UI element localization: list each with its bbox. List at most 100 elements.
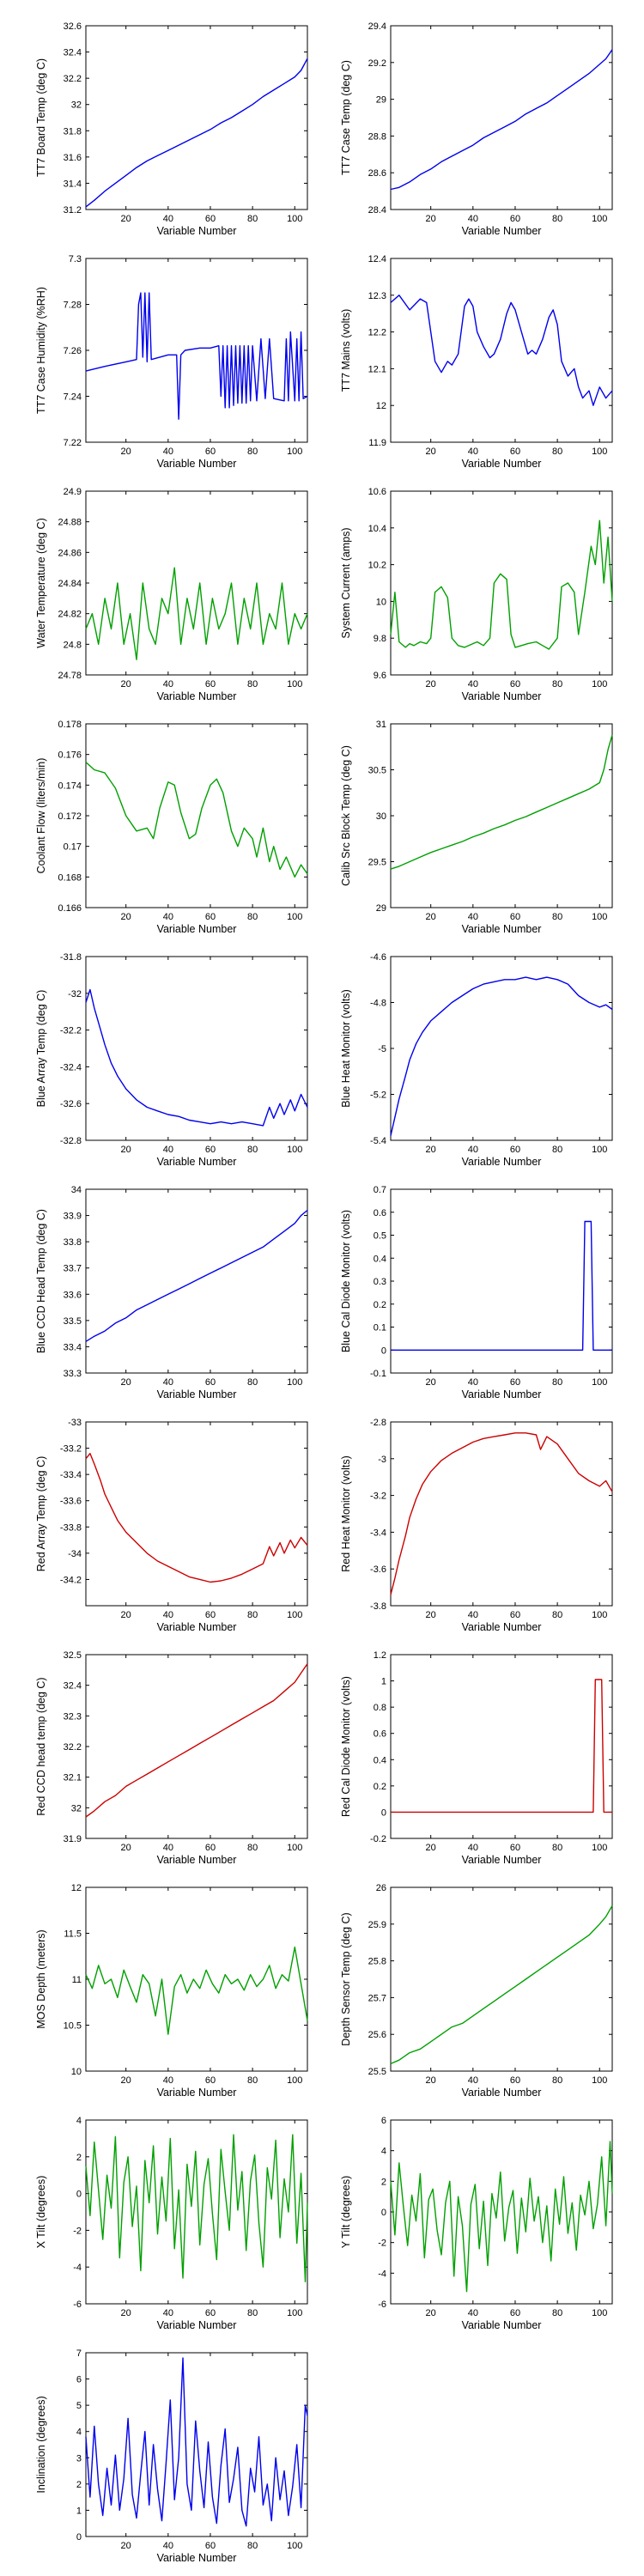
x-tick-label: 80 <box>247 1843 258 1853</box>
y-tick-label: -3.2 <box>370 1492 386 1502</box>
series-line <box>85 292 308 420</box>
y-tick-label: -4.6 <box>370 952 386 963</box>
y-tick-label: 28.6 <box>368 168 386 179</box>
plot-frame <box>390 723 613 908</box>
y-tick-label: -32.8 <box>60 1136 82 1146</box>
chart-panel: 20 40 60 80 100 0.166 0.168 0.17 0.172 0.174 0.176… <box>35 720 308 935</box>
y-tick-label: 2 <box>381 2177 386 2187</box>
y-tick-label: 33.6 <box>64 1290 82 1300</box>
x-tick-label: 40 <box>468 912 478 922</box>
y-tick-label: 25.9 <box>368 1920 386 1930</box>
x-axis-label: Variable Number <box>157 1621 237 1633</box>
x-tick-label: 40 <box>163 2308 173 2318</box>
y-tick-label: -4 <box>73 2263 82 2273</box>
plot-frame <box>390 25 613 210</box>
x-tick-label: 100 <box>592 447 607 457</box>
x-axis-label: Variable Number <box>462 458 542 470</box>
y-tick-label: 0.166 <box>58 903 82 914</box>
plot-frame <box>85 723 308 908</box>
chart-panel: 20 40 60 80 100 -3.8 -3.6 -3.4 -3.2 -3 -2.8 Variabl… <box>340 1418 613 1633</box>
x-tick-label: 80 <box>247 2308 258 2318</box>
x-tick-label: 80 <box>552 2308 562 2318</box>
x-tick-label: 80 <box>552 447 562 457</box>
chart-panel: 20 40 60 80 100 9.6 9.8 10 10.2 10.4 10.6 Variable … <box>340 487 613 702</box>
y-tick-label: -0.2 <box>370 1834 386 1844</box>
series-line <box>390 1432 613 1595</box>
x-tick-label: 40 <box>163 447 173 457</box>
x-tick-label: 100 <box>287 2075 302 2086</box>
y-tick-label: 4 <box>381 2147 386 2157</box>
x-tick-label: 60 <box>205 1843 216 1853</box>
y-tick-label: 33.4 <box>64 1342 82 1352</box>
plot-frame <box>85 1421 308 1607</box>
y-tick-label: -3.8 <box>370 1601 386 1612</box>
y-tick-label: 7.24 <box>64 392 82 403</box>
plot-frame <box>390 956 613 1141</box>
chart-panel: 20 40 60 80 100 -32.8 -32.6 -32.4 -32.2 -32 -31.8 V… <box>35 952 308 1168</box>
plot-frame <box>85 258 308 443</box>
x-tick-label: 20 <box>426 679 436 690</box>
series-line <box>391 1679 612 1814</box>
x-tick-label: 100 <box>287 2541 302 2551</box>
x-tick-label: 100 <box>287 1145 302 1155</box>
x-tick-label: 60 <box>510 1145 520 1155</box>
y-tick-label: 11 <box>72 1975 82 1985</box>
y-tick-label: 0.17 <box>64 842 82 853</box>
x-tick-label: 20 <box>426 447 436 457</box>
y-tick-label: 0.1 <box>374 1323 386 1334</box>
chart-panel: 20 40 60 80 100 -6 -4 -2 0 2 4 Variable Number X Til… <box>35 2116 308 2331</box>
series-line <box>85 567 308 660</box>
x-tick-label: 60 <box>510 2308 520 2318</box>
y-axis-label: Y Tilt (degrees) <box>340 2176 352 2249</box>
y-tick-label: 1 <box>76 2506 82 2516</box>
y-tick-label: 0.176 <box>58 750 82 761</box>
y-tick-label: 7 <box>76 2348 82 2359</box>
x-tick-label: 40 <box>468 1610 478 1620</box>
x-tick-label: 80 <box>247 679 258 690</box>
y-axis-label: TT7 Case Temp (deg C) <box>340 60 352 175</box>
series-line <box>85 1452 308 1583</box>
y-axis-label: Blue Heat Monitor (volts) <box>340 989 352 1108</box>
y-tick-label: -3.6 <box>370 1564 386 1575</box>
chart-panel: 20 40 60 80 100 11.9 12 12.1 12.2 12.3 12.4 Variabl… <box>340 254 613 470</box>
chart-panel: 20 40 60 80 100 31.2 31.4 31.6 31.8 32 32.2 32.4 32.… <box>35 21 308 237</box>
x-tick-label: 100 <box>287 1377 302 1388</box>
y-tick-label: 2 <box>76 2480 82 2490</box>
y-tick-label: 32.2 <box>64 74 82 84</box>
y-tick-label: 32.4 <box>64 48 82 58</box>
chart-panel: 20 40 60 80 100 -6 -4 -2 0 2 4 6 Variable Number Y Ti… <box>340 2116 613 2331</box>
y-axis-label: TT7 Case Humidity (%RH) <box>35 287 47 414</box>
x-tick-label: 80 <box>552 2075 562 2086</box>
series-line <box>390 976 613 1136</box>
x-tick-label: 100 <box>592 1843 607 1853</box>
y-tick-label: 32 <box>71 100 82 111</box>
y-tick-label: -3.4 <box>370 1528 386 1538</box>
x-tick-label: 40 <box>163 214 173 224</box>
y-tick-label: 24.84 <box>58 579 82 589</box>
x-axis-label: Variable Number <box>462 1156 542 1168</box>
x-tick-label: 80 <box>247 2541 258 2551</box>
y-axis-label: Red Heat Monitor (volts) <box>340 1455 352 1571</box>
y-axis-label: Blue CCD Head Temp (deg C) <box>35 1209 47 1353</box>
x-tick-label: 60 <box>510 912 520 922</box>
x-tick-label: 100 <box>287 2308 302 2318</box>
y-tick-label: 24.82 <box>58 610 82 620</box>
x-axis-label: Variable Number <box>157 1388 237 1400</box>
y-tick-label: 7.28 <box>64 301 82 311</box>
x-tick-label: 80 <box>247 2075 258 2086</box>
y-tick-label: 0.6 <box>374 1208 386 1218</box>
x-tick-label: 100 <box>287 1610 302 1620</box>
y-tick-label: 11.9 <box>368 438 386 448</box>
x-tick-label: 40 <box>468 679 478 690</box>
x-tick-label: 20 <box>121 912 131 922</box>
y-tick-label: 0.174 <box>58 781 82 791</box>
y-tick-label: -33.8 <box>60 1522 82 1533</box>
y-tick-label: 32.5 <box>64 1650 82 1661</box>
x-tick-label: 40 <box>163 1843 173 1853</box>
plot-frame <box>390 1421 613 1607</box>
chart-panel: 20 40 60 80 100 31.9 32 32.1 32.2 32.3 32.4 32.5 Var… <box>35 1650 308 1866</box>
x-tick-label: 20 <box>426 912 436 922</box>
y-axis-label: System Current (amps) <box>340 527 352 638</box>
y-tick-label: 31.8 <box>64 126 82 137</box>
x-tick-label: 40 <box>468 214 478 224</box>
